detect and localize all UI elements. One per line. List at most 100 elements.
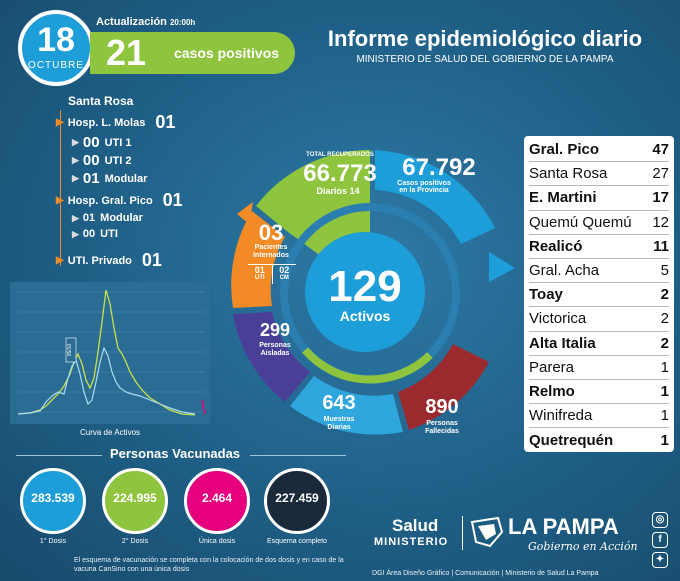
hospital-name: Hosp. L. Molas (67, 116, 146, 129)
vaccine-value: 224.995 (113, 491, 157, 505)
city-count: 17 (652, 189, 669, 207)
sub-item-num: 01 (82, 212, 96, 224)
instagram-icon[interactable]: ◎ (652, 512, 668, 528)
footer-credit: DGI Área Diseño Gráfico | Comunicación |… (372, 570, 599, 577)
brand-separator (462, 516, 463, 550)
segment-province (375, 150, 495, 244)
city-name: E. Martini (529, 189, 597, 207)
date-badge: 18 OCTUBRE (18, 10, 94, 86)
city-row: Gral. Acha 5 (529, 259, 669, 284)
city-count: 12 (652, 213, 669, 231)
triangle-right-icon: ▶ (56, 255, 64, 266)
hospital-total: 01 (155, 112, 176, 132)
province-label-1: Casos positivos (397, 180, 451, 187)
city-count: 1 (660, 407, 669, 425)
isolated-label: Personas Aisladas (244, 342, 306, 358)
vaccine-caption: 1° Dosis (39, 538, 67, 545)
hospital-sub-item: ▶ 01 Modular (72, 170, 147, 187)
isolated-label-2: Aisladas (260, 350, 290, 357)
twitter-icon[interactable]: ✦ (652, 552, 668, 568)
chart-marker-label: 05/10 (67, 344, 73, 357)
city-name: Gral. Pico (529, 141, 600, 159)
city-row: Quemú Quemú 12 (529, 211, 669, 235)
city-count: 1 (660, 358, 669, 376)
active-curve-svg: 05/10 (17, 289, 206, 416)
update-label: Actualización 20:00h (92, 16, 292, 32)
hospital-city: Santa Rosa (68, 94, 134, 108)
hospital-sub-item: ▶ 01 Modular (72, 212, 143, 224)
deceased-count: 890 (425, 396, 459, 418)
deceased-label-1: Personas (426, 420, 458, 427)
hospital-sub-item: ▶ 00 UTI (72, 228, 118, 240)
sub-item-label: UTI 1 (104, 136, 132, 149)
city-count: 2 (660, 334, 669, 352)
sub-item-num: 00 (82, 152, 100, 169)
city-row: Quetrequén 1 (529, 428, 669, 452)
samples-label-1: Muestras (323, 416, 355, 423)
segment-samples (290, 376, 403, 435)
city-count: 2 (660, 286, 669, 304)
facebook-icon[interactable]: f (652, 532, 668, 548)
city-row: Toay 2 (529, 283, 669, 308)
city-row: Gral. Pico 47 (529, 138, 669, 163)
cm-num: 02 (279, 265, 290, 275)
samples-count: 643 (322, 392, 356, 414)
city-count: 1 (660, 431, 669, 449)
sub-item-label: Modular (104, 172, 148, 185)
isolated-count: 299 (259, 320, 291, 340)
triangle-right-icon: ▶ (72, 212, 79, 223)
vaccine-value: 283.539 (31, 491, 75, 505)
hospital-privado: ▶ UTI. Privado 01 (56, 250, 162, 271)
orange-bracket-line (60, 110, 61, 266)
city-name: Santa Rosa (529, 165, 608, 183)
vaccine-caption: 2° Dosis (121, 538, 149, 545)
city-row: Relmo 1 (529, 380, 669, 405)
city-name: Winifreda (529, 407, 593, 425)
active-label: Activos (339, 308, 391, 324)
positive-cases-pill: 21 casos positivos (90, 32, 295, 74)
city-count: 11 (653, 237, 669, 255)
hospital-molas: ▶ Hosp. L. Molas 01 (56, 112, 175, 133)
vaccine-first-dose: 283.539 (20, 468, 86, 534)
date-day: 18 (37, 21, 75, 59)
province-label-2: en la Provincia (399, 187, 449, 194)
city-row: E. Martini 17 (529, 186, 669, 211)
vaccine-value: 227.459 (275, 491, 319, 505)
chart-caption: Curva de Activos (79, 428, 141, 437)
city-row: Victorica 2 (529, 307, 669, 332)
sub-item-num: 01 (82, 170, 100, 187)
city-row: Parera 1 (529, 356, 669, 380)
segment-hospitalized (231, 211, 285, 308)
vaccine-second-dose: 224.995 (102, 468, 168, 534)
divider (16, 455, 102, 456)
hospitalized-label-1: Pacientes (254, 244, 288, 251)
city-count: 5 (660, 262, 669, 280)
update-text: Actualización (96, 16, 167, 28)
uti-label: UTI (254, 275, 265, 281)
province-cases: 67.792 (402, 154, 476, 181)
triangle-right-icon: ▶ (56, 117, 64, 128)
cm-cell: 02 CM (273, 265, 297, 284)
daily-recovered: Diarios 14 (308, 186, 368, 196)
city-name: Alta Italia (529, 334, 596, 352)
deceased-label: Personas Fallecidas (410, 420, 474, 436)
hospital-total: 01 (162, 190, 183, 210)
positive-count: 21 (106, 32, 147, 73)
triangle-right-icon: ▶ (72, 137, 79, 147)
sub-item-label: UTI (100, 228, 118, 240)
sub-item-label: UTI 2 (104, 154, 132, 167)
city-cases-table: Gral. Pico 47 Santa Rosa 27 E. Martini 17 Q… (524, 136, 674, 452)
triangle-right-icon: ▶ (72, 173, 79, 183)
hospitalized-count: 03 (258, 220, 284, 245)
segment-isolated (233, 312, 310, 402)
city-name: Parera (529, 358, 575, 376)
hospital-name: UTI. Privado (67, 254, 132, 267)
hospital-total: 01 (141, 250, 162, 270)
ministerio-label: MINISTERIO (374, 536, 449, 548)
vaccine-complete-scheme: 227.459 (264, 468, 330, 534)
city-count: 47 (652, 141, 669, 159)
active-curve-chart: 05/10 (10, 282, 210, 424)
province-label: Casos positivos en la Provincia (394, 180, 454, 194)
sub-item-num: 00 (82, 134, 100, 151)
hospitalized-label: Pacientes Internados (240, 244, 302, 260)
